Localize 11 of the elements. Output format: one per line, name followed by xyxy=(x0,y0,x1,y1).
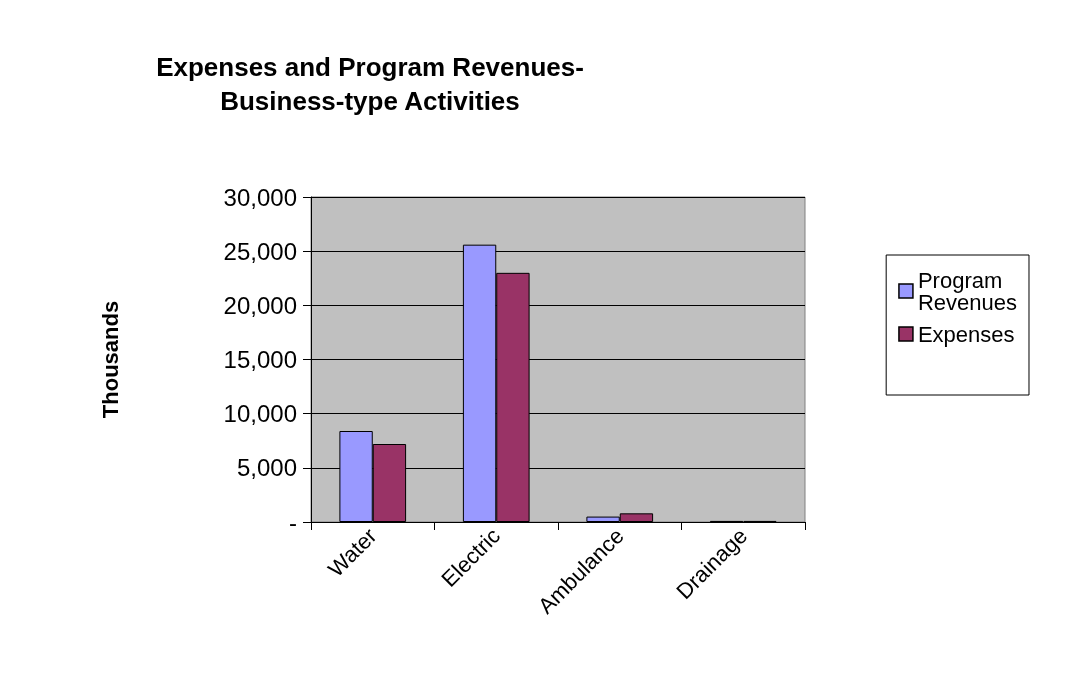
chart-title: Expenses and Program Revenues- Business-type Activities xyxy=(156,52,584,116)
y-tick-label: 5,000 xyxy=(236,454,297,482)
y-tick-label: 15,000 xyxy=(223,346,297,373)
y-axis-title: Thousands xyxy=(97,300,123,419)
y-tick-label: - xyxy=(289,508,297,536)
y-tick-label: 30,000 xyxy=(223,183,297,211)
y-tick-label: 25,000 xyxy=(223,237,297,265)
y-tick-label: 20,000 xyxy=(223,291,297,319)
legend-label: Program Revenues xyxy=(917,267,1018,315)
y-tick-label: 10,000 xyxy=(223,400,297,428)
legend-label: Expenses xyxy=(917,321,1015,347)
